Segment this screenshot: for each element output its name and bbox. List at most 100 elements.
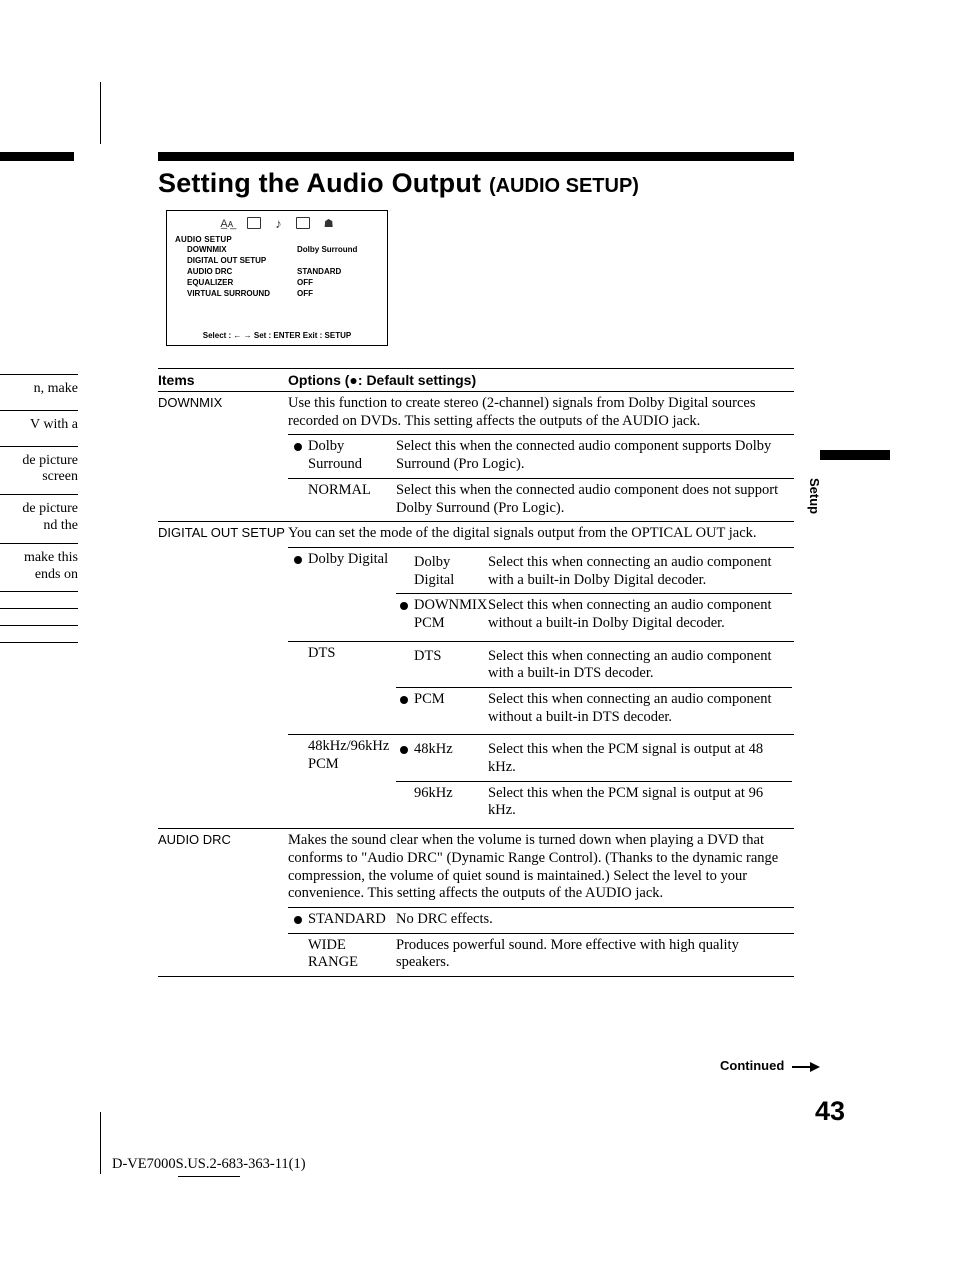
osd-row-value: OFF — [297, 288, 379, 299]
option-name: Dolby Surround — [288, 435, 392, 477]
option-row: Dolby DigitalDolby DigitalSelect this wh… — [288, 547, 794, 641]
fragment-text: de picture screen — [0, 453, 78, 487]
sub-option-name: DOWNMIX PCM — [396, 594, 484, 636]
osd-row: DOWNMIXDolby Surround — [175, 244, 379, 255]
fragment-text: make this ends on — [0, 550, 78, 584]
prev-page-fragment: n, make V with a de picture screen de pi… — [0, 370, 78, 649]
heading-main: Setting the Audio Output — [158, 168, 489, 198]
page-number: 43 — [815, 1096, 845, 1127]
item-name: DOWNMIX — [158, 392, 288, 521]
item-intro: Use this function to create stereo (2-ch… — [288, 392, 794, 434]
fragment-text: V with a — [0, 417, 78, 434]
osd-row-label: VIRTUAL SURROUND — [175, 288, 297, 299]
continued-indicator: Continued — [720, 1058, 822, 1073]
osd-row-value: STANDARD — [297, 266, 379, 277]
sub-option-name: Dolby Digital — [396, 551, 484, 593]
option-desc: Dolby DigitalSelect this when connecting… — [392, 548, 794, 641]
section-label: Setup — [807, 478, 822, 514]
option-desc: Select this when the connected audio com… — [392, 435, 794, 477]
osd-row: EQUALIZEROFF — [175, 277, 379, 288]
document-id: D-VE7000S.US.2-683-363-11(1) — [112, 1156, 306, 1173]
crop-mark — [100, 1112, 101, 1174]
option-name: DTS — [288, 642, 392, 735]
option-desc: DTSSelect this when connecting an audio … — [392, 642, 794, 735]
col-header-options: Options (●: Default settings) — [288, 372, 794, 389]
item-intro: Makes the sound clear when the volume is… — [288, 829, 794, 907]
osd-row: VIRTUAL SURROUNDOFF — [175, 288, 379, 299]
osd-row-label: DOWNMIX — [175, 244, 297, 255]
option-desc: No DRC effects. — [392, 908, 794, 933]
option-name: Dolby Digital — [288, 548, 392, 641]
sub-option-desc: Select this when the PCM signal is outpu… — [484, 738, 792, 780]
item-intro: You can set the mode of the digital sign… — [288, 522, 794, 547]
col-header-items: Items — [158, 372, 288, 389]
osd-screenshot: A̲ᴀ̲ ♪ ☗ AUDIO SETUP DOWNMIXDolby Surrou… — [166, 210, 388, 346]
screen-icon — [247, 217, 261, 229]
sub-option-name: 48kHz — [396, 738, 484, 780]
arrow-right-icon — [792, 1062, 822, 1072]
sub-option-desc: Select this when connecting an audio com… — [484, 688, 792, 730]
thumb-tab — [820, 450, 890, 460]
osd-row-value: Dolby Surround — [297, 244, 379, 255]
sub-option-desc: Select this when the PCM signal is outpu… — [484, 782, 792, 824]
sub-option-name: PCM — [396, 688, 484, 730]
table-row: DOWNMIXUse this function to create stere… — [158, 392, 794, 522]
osd-tab-icons: A̲ᴀ̲ ♪ ☗ — [175, 217, 379, 231]
option-name: WIDE RANGE — [288, 934, 392, 976]
sub-option-name: DTS — [396, 645, 484, 687]
option-name: 48kHz/96kHz PCM — [288, 735, 392, 828]
sub-option-name: 96kHz — [396, 782, 484, 824]
rule-heavy — [0, 152, 74, 161]
page: Setup n, make V with a de picture screen… — [0, 0, 954, 1261]
option-row: STANDARDNo DRC effects. — [288, 907, 794, 933]
sub-option-row: DTSSelect this when connecting an audio … — [396, 645, 792, 687]
osd-row-label: EQUALIZER — [175, 277, 297, 288]
audio-icon: ♪ — [275, 217, 282, 231]
continued-label: Continued — [720, 1058, 784, 1073]
table-header: Items Options (●: Default settings) — [158, 368, 794, 392]
rule-heavy — [158, 152, 794, 161]
sub-option-row: Dolby DigitalSelect this when connecting… — [396, 551, 792, 593]
option-name: NORMAL — [288, 479, 392, 521]
item-content: You can set the mode of the digital sign… — [288, 522, 794, 828]
item-name: DIGITAL OUT SETUP — [158, 522, 288, 828]
option-desc: Select this when the connected audio com… — [392, 479, 794, 521]
osd-title: AUDIO SETUP — [175, 235, 379, 244]
crop-mark — [178, 1176, 240, 1177]
osd-footer: Select : ← → Set : ENTER Exit : SETUP — [167, 331, 387, 340]
page-heading: Setting the Audio Output (AUDIO SETUP) — [158, 168, 639, 199]
crop-mark — [100, 82, 101, 144]
sub-option-desc: Select this when connecting an audio com… — [484, 551, 792, 593]
option-row: DTSDTSSelect this when connecting an aud… — [288, 641, 794, 735]
heading-sub: (AUDIO SETUP) — [489, 175, 639, 197]
option-desc: Produces powerful sound. More effective … — [392, 934, 794, 976]
fragment-text: n, make — [0, 381, 78, 398]
table-row: DIGITAL OUT SETUPYou can set the mode of… — [158, 522, 794, 829]
osd-row: AUDIO DRCSTANDARD — [175, 266, 379, 277]
osd-row-value — [297, 255, 379, 266]
sub-option-row: DOWNMIX PCMSelect this when connecting a… — [396, 593, 792, 636]
video-icon — [296, 217, 310, 229]
option-desc: 48kHzSelect this when the PCM signal is … — [392, 735, 794, 828]
sub-option-desc: Select this when connecting an audio com… — [484, 645, 792, 687]
option-name: STANDARD — [288, 908, 392, 933]
item-content: Use this function to create stereo (2-ch… — [288, 392, 794, 521]
item-content: Makes the sound clear when the volume is… — [288, 829, 794, 976]
sub-option-row: 48kHzSelect this when the PCM signal is … — [396, 738, 792, 780]
osd-row-label: DIGITAL OUT SETUP — [175, 255, 297, 266]
sub-option-row: 96kHzSelect this when the PCM signal is … — [396, 781, 792, 824]
item-name: AUDIO DRC — [158, 829, 288, 976]
osd-row: DIGITAL OUT SETUP — [175, 255, 379, 266]
osd-row-value: OFF — [297, 277, 379, 288]
osd-row-label: AUDIO DRC — [175, 266, 297, 277]
option-row: 48kHz/96kHz PCM48kHzSelect this when the… — [288, 734, 794, 828]
sub-option-desc: Select this when connecting an audio com… — [484, 594, 792, 636]
parental-icon: ☗ — [324, 217, 334, 231]
settings-table: Items Options (●: Default settings) DOWN… — [158, 368, 794, 977]
sub-option-row: PCMSelect this when connecting an audio … — [396, 687, 792, 730]
language-icon: A̲ᴀ̲ — [220, 217, 233, 231]
option-row: NORMALSelect this when the connected aud… — [288, 478, 794, 521]
option-row: WIDE RANGEProduces powerful sound. More … — [288, 933, 794, 976]
table-row: AUDIO DRCMakes the sound clear when the … — [158, 829, 794, 977]
option-row: Dolby SurroundSelect this when the conne… — [288, 434, 794, 477]
